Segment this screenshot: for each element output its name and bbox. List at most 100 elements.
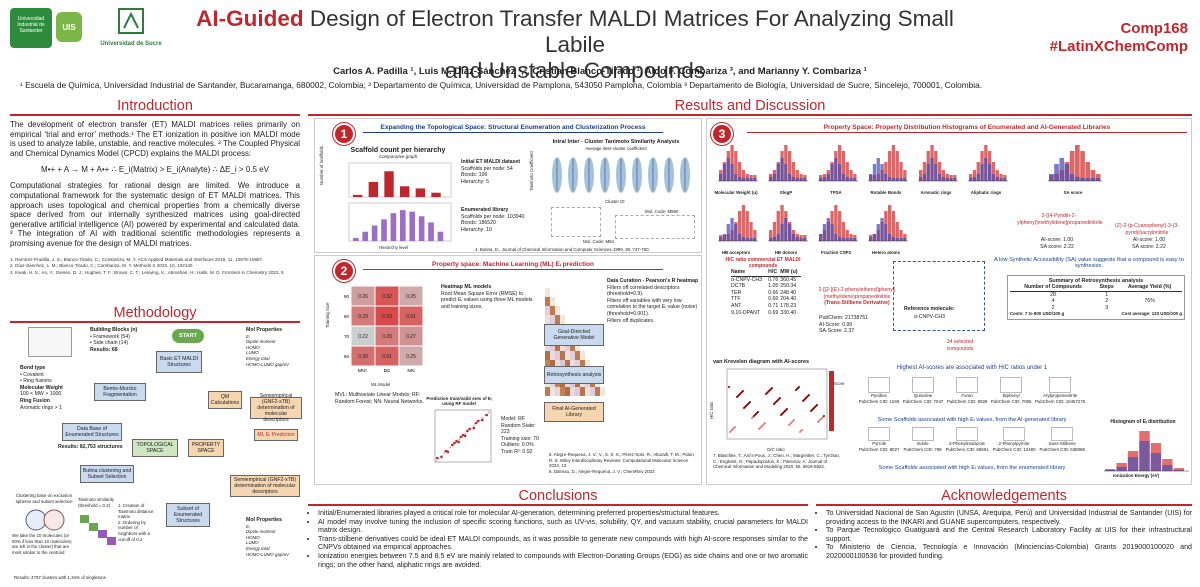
hist-bar-ai [734,224,738,241]
panel3-number: 3 [711,123,733,145]
pearson-cell [570,351,575,360]
pearson-cell [555,306,560,315]
hist-bar-ai [769,177,773,181]
methodology-section: Methodology Building Blocks (n) • Framewo… [10,305,302,585]
histogram-9: HB donors [763,201,809,255]
heatmap-ytick: 60 [344,354,350,359]
panel-2: 2 Property space: Machine Learning (ML) … [314,255,702,485]
hist-bar-enum [741,205,746,241]
hist-bar-ai [795,237,799,241]
bar [400,186,410,197]
hist-bar-ai [780,158,784,181]
hist-bar-ai [1095,178,1101,181]
scatter-point [481,418,484,422]
mol2-scores: AI-score: 1.00 SA score: 2.22 [1132,237,1166,250]
hist-bar-ai [749,238,753,241]
rf-scatter [434,409,492,463]
scatter-title: Prediction train/valid sets of Eᵢ using … [426,396,492,406]
histogram-plot [868,205,908,242]
vk-point [786,408,788,410]
bar [368,182,379,197]
hist-bar-enum [776,211,780,241]
hist-bar-ai [930,158,934,181]
cpcd-equation: M•+ + A → M + A•+ ∴ E_i(Matrix) > E_i(An… [41,165,269,175]
pearson-cell [560,387,565,396]
heatmap-ylabel: Training Size [325,302,330,328]
pearson-cell [545,315,550,324]
hist-bar-ai [869,174,873,181]
histogram-label: SA score [1063,190,1083,195]
hist-bar-enum [938,162,942,181]
hist-bar-enum [834,205,838,241]
panel3-ref: 7. Blaschke, T.; Arú's-Pous, J.; Chen, H… [713,453,841,470]
pearson-cell [545,288,550,297]
vk-title: van Krevelen diagram with AI-scores [713,359,810,365]
hist-bar-enum [895,151,899,181]
hist-bar-ai [722,234,727,241]
hist-bar-enum [795,170,799,181]
hist-bar-ai [753,238,757,241]
list-item: Trans-stilbene derivatives could be idea… [318,535,808,552]
hist-bar-ai [891,237,896,241]
uis-badge: UIS [56,12,82,42]
histogram-6: Aliphatic rings [963,141,1009,195]
bar [418,216,425,241]
cluster-ylabel: Tanimoto Coefficient [529,151,534,191]
hist-bar-ai [795,178,799,181]
hist-bar-enum [919,170,923,181]
hist-bar-ai [999,178,1003,181]
hist-bar-ai [745,238,749,241]
ai-scaffolds-note: Some Scaffolds associated with high Eᵢ v… [877,417,1067,423]
hist-bar-ai [726,158,730,181]
hist-bar-ai [845,177,849,181]
intro-section: Introduction The development of electron… [10,98,300,276]
pearson-cell [550,351,555,360]
retrosynthesis-box: Retrosynthesis analysis [544,366,604,384]
scatter-point [455,439,458,443]
bar [409,211,416,241]
scaffold-item: Biphenyl PubChem CID: 7095 [991,377,1031,404]
hist-bar-ai [880,218,884,241]
pearson-cell [550,297,555,306]
cluster-title: Intra/ Inter - Cluster Tanimoto Similari… [552,139,680,145]
hist-bar-enum [730,145,734,181]
histogram-3: TPSA [813,141,859,195]
hist-bar-enum [899,230,903,241]
hist-bar-ai [741,178,746,181]
butina-box: Butina clustering and Subset Selection [80,465,134,483]
hist-bar-ai [899,238,903,241]
scatter-point [476,419,480,423]
hist-bar-enum [941,170,946,181]
hist-bar-enum [884,162,888,181]
scaffold-item: Pyrrole PubChem CID: 8027 [859,427,900,452]
hist-bar-enum [1080,151,1085,181]
pearson-cell [575,351,580,360]
hist-bar-enum [888,151,892,181]
hist-bar-ai [991,174,996,181]
scatter-point [450,443,454,447]
comp-id: Comp168 [1120,20,1188,37]
bar [428,222,434,241]
intro-heading: Introduction [117,98,193,114]
hist-bar-ai [949,178,953,181]
hist-bar-enum [1069,151,1075,181]
bar [371,225,378,241]
hist-bar-ai [749,178,753,181]
ml-heatmap: 0.26 0.32 0.25 0.29 0.33 0.31 0.22 0.29 0.27 0.30… [344,285,424,372]
list-item: To Parque Tecnológico Guatiguará and the… [826,526,1192,543]
hc-title: H/C ratio commercial ET MALDI compounds [725,257,801,269]
hist-bar-enum [745,174,749,181]
pearson-cell [545,306,550,315]
hist-bar-ai [803,178,807,181]
pearson-cell [565,342,570,351]
ml-pred-box: ML Eᵢ Prediction [254,429,298,441]
pearson-cell [580,360,585,369]
hist-bar-ai [776,164,780,181]
hist-bar-ai [903,178,907,181]
start-node: START [172,329,204,343]
mol-code-m590: Mol. Code: M590 [645,209,679,214]
scaffold-item: Arylpropenenitrile PubChem CID: 10467275 [1035,377,1085,404]
pearson-cell [560,342,565,351]
identity-line [434,409,492,463]
hist-bar-ai [738,234,742,241]
